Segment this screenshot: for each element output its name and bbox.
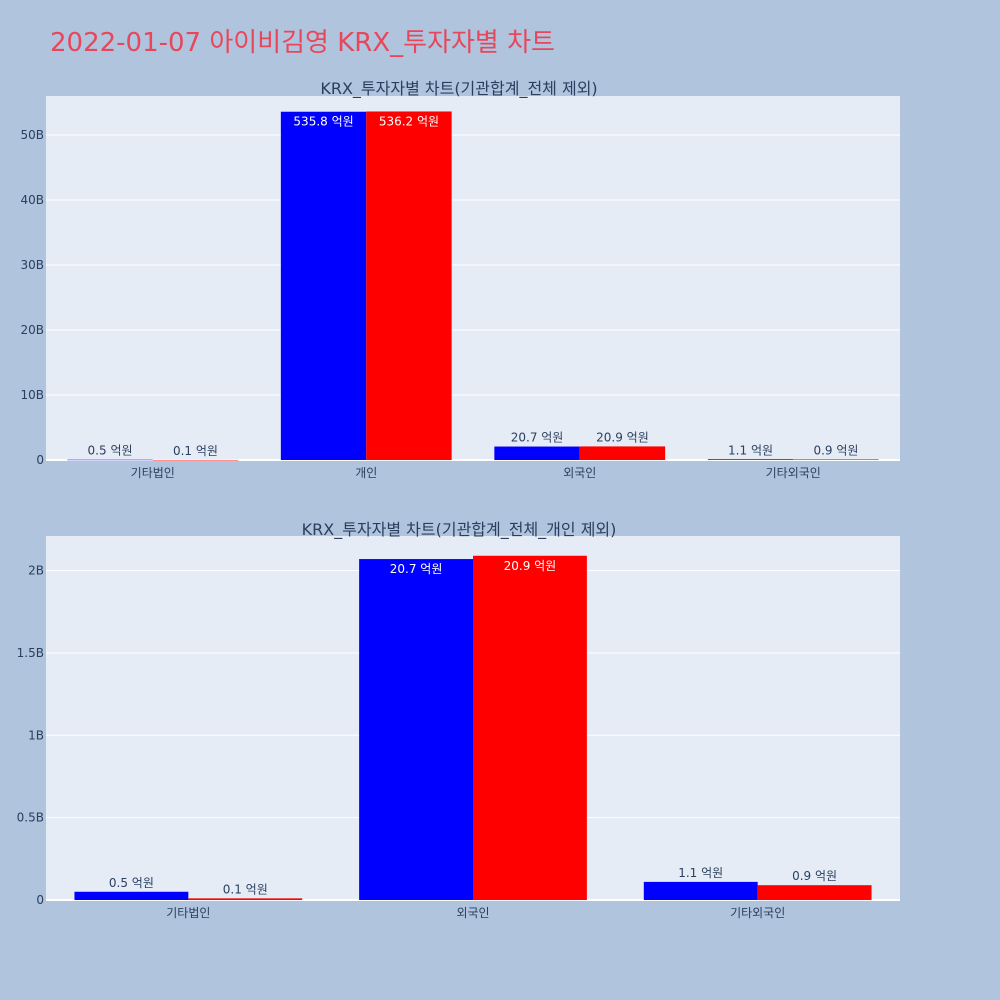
bar-data-label: 0.5 억원 [109,876,154,890]
y-tick-label: 1B [28,728,44,742]
bar [188,898,303,900]
bar-data-label: 535.8 억원 [293,115,353,129]
bar-data-label: 0.9 억원 [792,869,837,883]
x-tick-label: 기타외국인 [730,906,785,920]
y-tick-label: 0 [36,453,44,467]
bar-data-label: 0.9 억원 [813,443,858,457]
chart-excluding-individuals: KRX_투자자별 차트(기관합계_전체_개인 제외) 0 0.5B 1B 1.5B 2B 0… [17,520,900,920]
bar [579,446,666,460]
bar-data-label: 20.7 억원 [511,431,564,445]
bar-data-label: 0.1 억원 [223,882,268,896]
bar [494,446,580,460]
x-tick-label: 기타법인 [131,466,175,480]
chart-title: KRX_투자자별 차트(기관합계_전체_개인 제외) [302,520,617,540]
bar [707,459,794,460]
x-tick-label: 기타외국인 [766,466,821,480]
y-tick-label: 30B [20,258,44,272]
bar [793,459,879,460]
y-tick-label: 1.5B [17,646,44,660]
bar [152,459,239,461]
bar [643,881,758,900]
bar [366,111,452,460]
bar [280,111,367,461]
bar-data-label: 20.9 억원 [596,430,649,444]
bar-data-label: 20.7 억원 [390,562,443,576]
x-tick-label: 기타법인 [166,906,210,920]
x-tick-label: 외국인 [563,466,596,480]
y-tick-label: 2B [28,564,44,578]
bar-data-label: 20.9 억원 [504,559,557,573]
bar [473,555,587,900]
x-tick-label: 외국인 [456,906,489,920]
x-tick-label: 개인 [355,466,377,480]
bar-data-label: 1.1 억원 [678,866,723,880]
bar [757,885,872,900]
bar-data-label: 0.1 억원 [173,444,218,458]
plot-area [46,96,900,460]
bar [359,559,473,900]
y-tick-label: 0.5B [17,811,44,825]
bar-data-label: 1.1 억원 [728,443,773,457]
y-tick-label: 50B [20,128,44,142]
chart-all-investors: KRX_투자자별 차트(기관합계_전체 제외) 0 10B 20B 30B 40B 50B 0… [20,79,900,480]
bar [74,891,189,900]
bar-data-label: 536.2 억원 [379,114,439,128]
y-tick-label: 0 [36,893,44,907]
chart-title: KRX_투자자별 차트(기관합계_전체 제외) [320,79,597,99]
bar [67,459,153,461]
y-tick-label: 10B [20,388,44,402]
bar-data-label: 0.5 억원 [88,444,133,458]
y-tick-label: 40B [20,193,44,207]
page-title: 2022-01-07 아이비김영 KRX_투자자별 차트 [50,28,555,58]
y-tick-label: 20B [20,323,44,337]
